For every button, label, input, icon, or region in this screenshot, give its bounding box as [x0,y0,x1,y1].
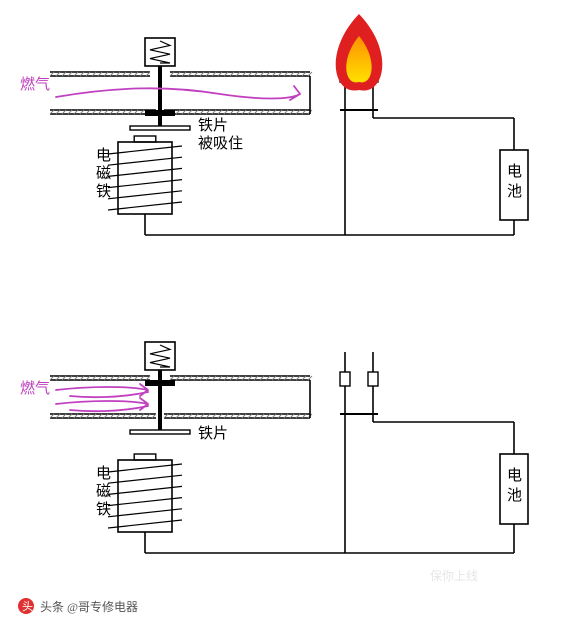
svg-text:池: 池 [507,183,522,200]
battery-label: 电 [507,163,522,180]
iron-piece-label: 铁片 [198,425,228,442]
iron-piece-label: 铁片 [198,117,228,134]
svg-text:磁: 磁 [96,165,111,182]
watermark: 保你上线 [430,569,478,583]
electromagnet-label: 电 [96,147,111,164]
electromagnet-label: 电 [96,465,111,482]
svg-text:铁: 铁 [96,183,111,200]
battery-label: 电 [507,467,522,484]
svg-text:铁: 铁 [96,501,111,518]
gas-label: 燃气 [20,75,50,93]
svg-text:头: 头 [22,600,33,613]
gas-label: 燃气 [20,379,50,397]
svg-text:磁: 磁 [96,483,111,500]
attribution: 头条 @哥专修电器 [40,599,138,614]
svg-text:被吸住: 被吸住 [198,135,243,152]
svg-text:池: 池 [507,487,522,504]
